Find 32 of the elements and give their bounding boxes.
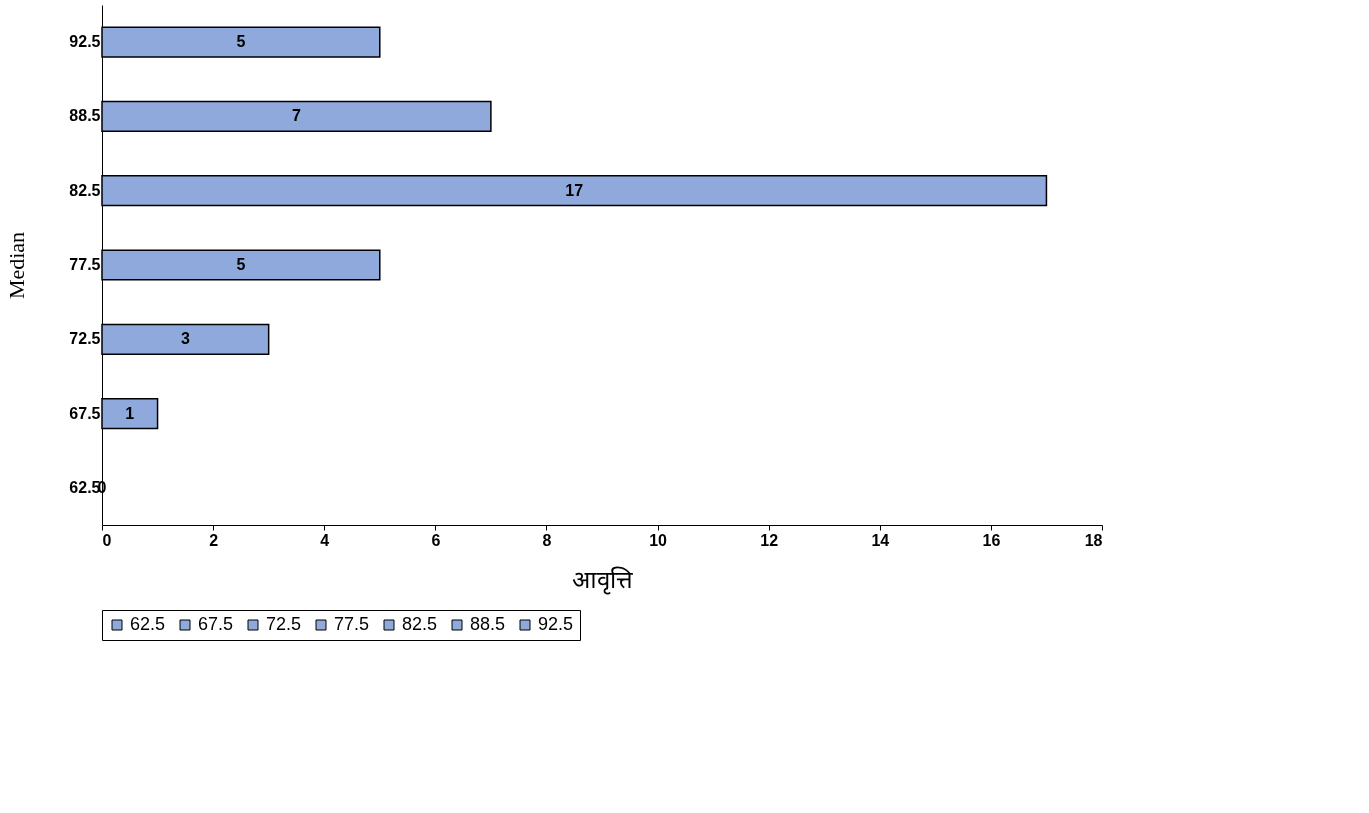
x-tick-label: 2 xyxy=(209,531,219,549)
data-label: 17 xyxy=(565,181,584,199)
y-tick-label: 88.5 xyxy=(69,107,101,125)
data-label: 3 xyxy=(180,330,190,348)
data-label: 5 xyxy=(236,256,246,273)
x-tick-label: 16 xyxy=(982,531,1001,549)
data-label: 7 xyxy=(291,107,301,125)
x-tick-label: 8 xyxy=(542,531,552,549)
legend-label: 88.5 xyxy=(470,614,506,634)
x-tick-label: 12 xyxy=(760,531,779,549)
y-tick-label: 82.5 xyxy=(69,181,101,199)
legend-label: 62.5 xyxy=(130,614,166,634)
x-tick-label: 10 xyxy=(649,531,668,549)
x-axis-title: आवृत्ति xyxy=(572,565,633,595)
y-tick-label: 77.5 xyxy=(69,256,101,273)
y-tick-label: 67.5 xyxy=(69,404,101,422)
x-tick-label: 0 xyxy=(102,531,112,549)
y-tick-label: 72.5 xyxy=(69,330,101,348)
legend-label: 92.5 xyxy=(538,614,574,634)
data-label: 1 xyxy=(125,404,135,422)
data-label: 5 xyxy=(236,33,246,51)
legend-label: 72.5 xyxy=(266,614,302,634)
x-tick-label: 4 xyxy=(320,531,330,549)
y-tick-label: 92.5 xyxy=(69,33,101,51)
y-axis-title: Median xyxy=(4,231,30,300)
legend-label: 77.5 xyxy=(334,614,370,634)
x-tick-label: 18 xyxy=(1084,531,1103,549)
legend-label: 82.5 xyxy=(402,614,438,634)
x-tick-label: 14 xyxy=(871,531,890,549)
legend-label: 67.5 xyxy=(198,614,234,634)
x-tick-label: 6 xyxy=(431,531,441,549)
y-tick-label: 62.5 xyxy=(69,478,101,496)
